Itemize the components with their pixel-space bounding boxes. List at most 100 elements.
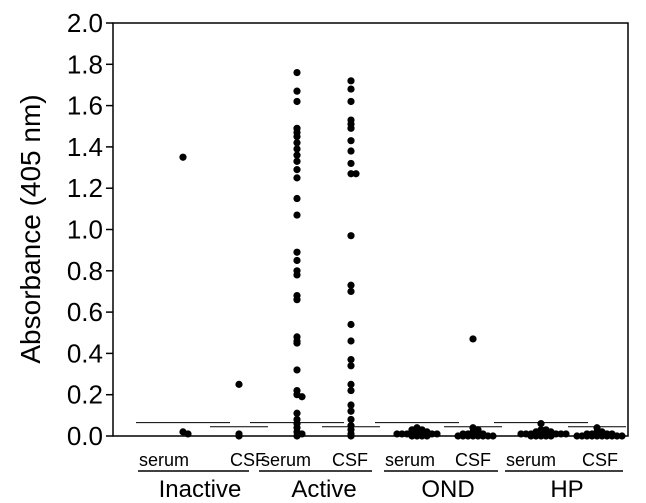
data-point (408, 432, 416, 440)
data-point (293, 194, 301, 203)
data-point (347, 147, 355, 155)
data-point (573, 432, 581, 440)
data-point (347, 320, 355, 329)
data-point (293, 139, 301, 147)
data-point (527, 432, 535, 440)
group-label: Active (291, 476, 356, 503)
data-point (347, 337, 355, 345)
data-point (347, 85, 355, 93)
data-point (347, 281, 355, 289)
data-point (293, 366, 301, 374)
data-point (347, 407, 355, 415)
x-tick-label: serum (261, 450, 311, 470)
data-point (184, 430, 192, 438)
data-point (474, 432, 482, 440)
data-point (537, 432, 545, 440)
y-tick-label: 1.4 (67, 132, 103, 162)
data-point (347, 355, 355, 364)
data-point (454, 432, 462, 440)
data-point (593, 432, 601, 440)
data-point (347, 232, 355, 240)
data-point (479, 432, 487, 440)
data-point (433, 430, 441, 438)
data-point (557, 430, 565, 438)
data-point (179, 153, 187, 161)
data-point (613, 432, 621, 440)
data-point (598, 432, 606, 440)
x-tick-label: CSF (582, 450, 618, 470)
group-label: OND (421, 476, 474, 503)
data-point (413, 432, 421, 440)
data-point (347, 124, 355, 132)
data-point (469, 432, 477, 440)
data-point (418, 432, 426, 440)
cutoff-lines (136, 422, 626, 428)
data-point (588, 432, 596, 440)
data-point (618, 432, 626, 440)
data-point (235, 432, 243, 440)
y-axis-ticks: 0.0 0.2 0.4 0.6 0.8 1.0 1.2 1.4 1.6 1.8 2.0 (67, 8, 113, 451)
data-point (489, 432, 497, 440)
data-point (293, 248, 301, 256)
data-point (293, 339, 301, 347)
y-tick-label: 0.8 (67, 256, 103, 286)
data-point (293, 151, 301, 159)
data-point (547, 432, 555, 440)
y-tick-label: 1.8 (67, 49, 103, 79)
data-point (347, 432, 355, 440)
data-point (293, 97, 301, 106)
data-point (347, 159, 355, 168)
data-point (532, 432, 540, 440)
data-point (347, 77, 355, 85)
data-point (603, 432, 611, 440)
data-point (293, 296, 301, 304)
data-point (347, 401, 355, 409)
data-point (293, 271, 301, 279)
data-point (517, 430, 525, 438)
data-point (583, 432, 591, 440)
data-point (235, 380, 243, 388)
x-tick-label: serum (506, 450, 556, 470)
data-point (578, 432, 586, 440)
data-point (293, 145, 301, 153)
data-point (464, 432, 472, 440)
y-axis-label: Absorbance (405 nm) (15, 94, 46, 363)
data-point (293, 132, 301, 141)
data-point (347, 362, 355, 370)
y-tick-label: 2.0 (67, 8, 103, 38)
data-point (293, 432, 301, 440)
data-point (293, 166, 301, 174)
x-tick-label: CSF (455, 450, 491, 470)
y-tick-label: 1.0 (67, 215, 103, 245)
data-point (293, 256, 301, 265)
data-point (347, 287, 355, 296)
data-point (459, 432, 467, 440)
data-point (347, 386, 355, 395)
data-point (298, 393, 306, 401)
y-tick-label: 0.0 (67, 421, 103, 451)
x-tick-label: serum (385, 450, 435, 470)
data-point (347, 137, 355, 145)
data-point (608, 432, 616, 440)
data-point (293, 68, 301, 77)
data-point (293, 174, 301, 182)
data-point (347, 170, 355, 178)
data-point (398, 430, 406, 438)
data-point (484, 432, 492, 440)
data-point (293, 157, 301, 165)
y-tick-label: 1.6 (67, 91, 103, 121)
y-tick-label: 1.2 (67, 173, 103, 203)
x-tick-label: CSF (230, 450, 266, 470)
data-point (293, 211, 301, 219)
data-point (293, 409, 301, 417)
x-tick-label: CSF (332, 450, 368, 470)
data-point (393, 430, 401, 438)
data-point (352, 170, 360, 178)
data-point (347, 97, 355, 106)
x-tick-label: serum (139, 450, 189, 470)
data-point (537, 420, 545, 428)
y-tick-label: 0.6 (67, 297, 103, 327)
group-label: HP (550, 476, 583, 503)
data-point (293, 87, 301, 95)
